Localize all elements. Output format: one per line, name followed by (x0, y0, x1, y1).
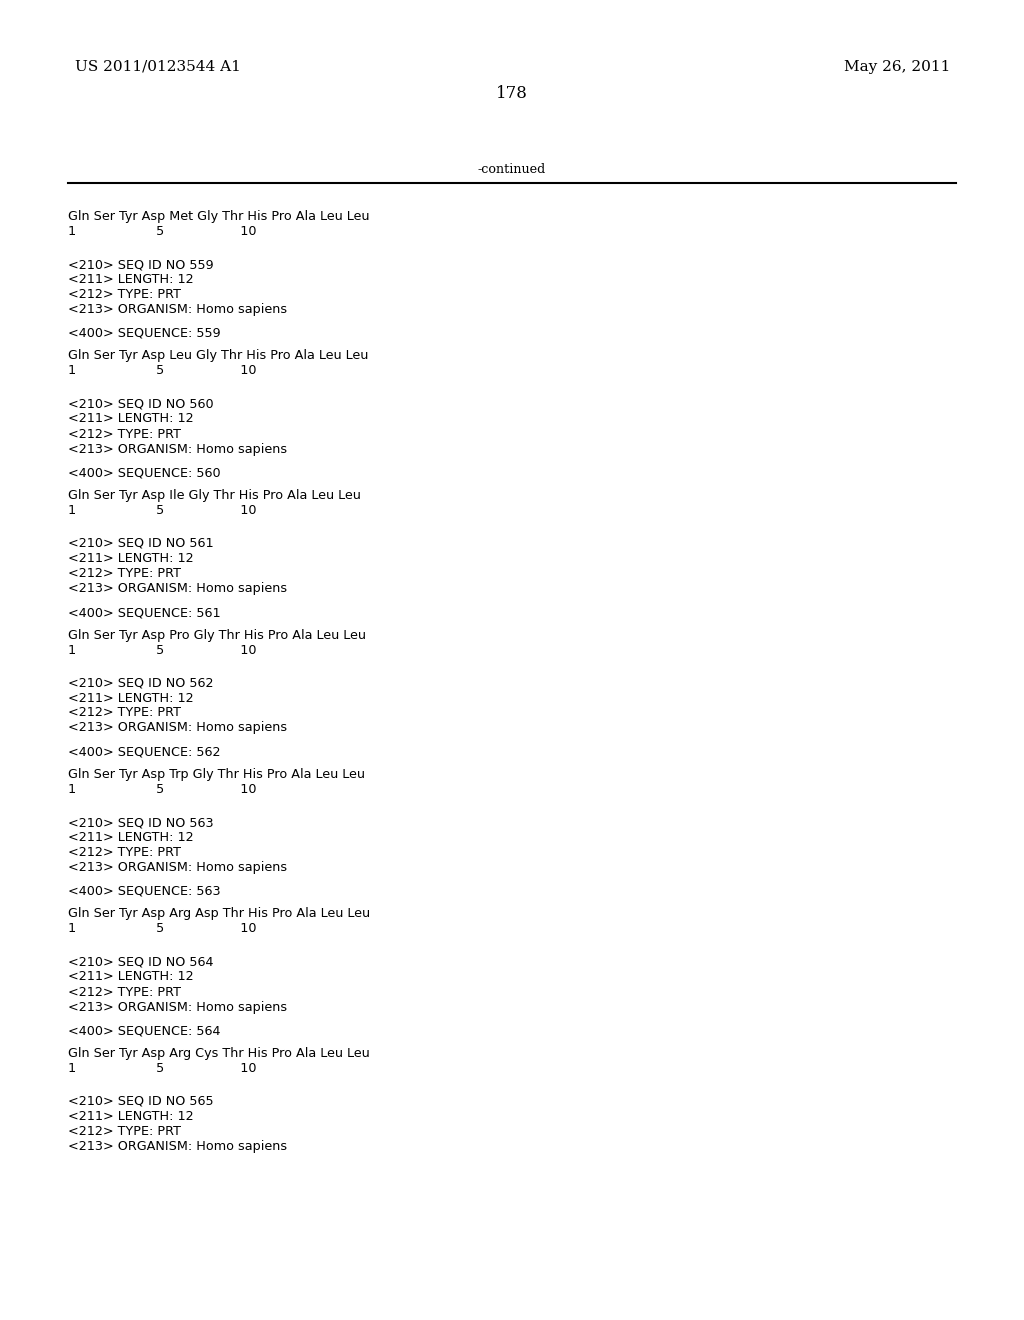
Text: <211> LENGTH: 12: <211> LENGTH: 12 (68, 692, 194, 705)
Text: <213> ORGANISM: Homo sapiens: <213> ORGANISM: Homo sapiens (68, 861, 287, 874)
Text: <211> LENGTH: 12: <211> LENGTH: 12 (68, 1110, 194, 1123)
Text: Gln Ser Tyr Asp Trp Gly Thr His Pro Ala Leu Leu: Gln Ser Tyr Asp Trp Gly Thr His Pro Ala … (68, 768, 365, 781)
Text: <400> SEQUENCE: 562: <400> SEQUENCE: 562 (68, 746, 220, 759)
Text: <213> ORGANISM: Homo sapiens: <213> ORGANISM: Homo sapiens (68, 582, 287, 595)
Text: 178: 178 (496, 84, 528, 102)
Text: Gln Ser Tyr Asp Arg Cys Thr His Pro Ala Leu Leu: Gln Ser Tyr Asp Arg Cys Thr His Pro Ala … (68, 1047, 370, 1060)
Text: <210> SEQ ID NO 563: <210> SEQ ID NO 563 (68, 816, 214, 829)
Text: 1                    5                   10: 1 5 10 (68, 644, 256, 656)
Text: 1                    5                   10: 1 5 10 (68, 224, 256, 238)
Text: Gln Ser Tyr Asp Pro Gly Thr His Pro Ala Leu Leu: Gln Ser Tyr Asp Pro Gly Thr His Pro Ala … (68, 628, 366, 642)
Text: <212> TYPE: PRT: <212> TYPE: PRT (68, 706, 181, 719)
Text: Gln Ser Tyr Asp Ile Gly Thr His Pro Ala Leu Leu: Gln Ser Tyr Asp Ile Gly Thr His Pro Ala … (68, 488, 360, 502)
Text: <212> TYPE: PRT: <212> TYPE: PRT (68, 986, 181, 998)
Text: <211> LENGTH: 12: <211> LENGTH: 12 (68, 832, 194, 843)
Text: <213> ORGANISM: Homo sapiens: <213> ORGANISM: Homo sapiens (68, 304, 287, 315)
Text: <212> TYPE: PRT: <212> TYPE: PRT (68, 428, 181, 441)
Text: <400> SEQUENCE: 561: <400> SEQUENCE: 561 (68, 606, 220, 619)
Text: <212> TYPE: PRT: <212> TYPE: PRT (68, 1125, 181, 1138)
Text: <210> SEQ ID NO 561: <210> SEQ ID NO 561 (68, 537, 214, 550)
Text: 1                    5                   10: 1 5 10 (68, 1063, 256, 1074)
Text: <212> TYPE: PRT: <212> TYPE: PRT (68, 288, 181, 301)
Text: US 2011/0123544 A1: US 2011/0123544 A1 (75, 59, 241, 74)
Text: <212> TYPE: PRT: <212> TYPE: PRT (68, 568, 181, 579)
Text: Gln Ser Tyr Asp Leu Gly Thr His Pro Ala Leu Leu: Gln Ser Tyr Asp Leu Gly Thr His Pro Ala … (68, 350, 369, 363)
Text: <213> ORGANISM: Homo sapiens: <213> ORGANISM: Homo sapiens (68, 722, 287, 734)
Text: <210> SEQ ID NO 564: <210> SEQ ID NO 564 (68, 956, 213, 969)
Text: <212> TYPE: PRT: <212> TYPE: PRT (68, 846, 181, 859)
Text: <400> SEQUENCE: 563: <400> SEQUENCE: 563 (68, 884, 220, 898)
Text: <210> SEQ ID NO 562: <210> SEQ ID NO 562 (68, 676, 213, 689)
Text: <213> ORGANISM: Homo sapiens: <213> ORGANISM: Homo sapiens (68, 1140, 287, 1152)
Text: 1                    5                   10: 1 5 10 (68, 504, 256, 517)
Text: <211> LENGTH: 12: <211> LENGTH: 12 (68, 970, 194, 983)
Text: <211> LENGTH: 12: <211> LENGTH: 12 (68, 552, 194, 565)
Text: 1                    5                   10: 1 5 10 (68, 783, 256, 796)
Text: <400> SEQUENCE: 559: <400> SEQUENCE: 559 (68, 327, 220, 341)
Text: Gln Ser Tyr Asp Met Gly Thr His Pro Ala Leu Leu: Gln Ser Tyr Asp Met Gly Thr His Pro Ala … (68, 210, 370, 223)
Text: <211> LENGTH: 12: <211> LENGTH: 12 (68, 412, 194, 425)
Text: <210> SEQ ID NO 560: <210> SEQ ID NO 560 (68, 397, 214, 411)
Text: <210> SEQ ID NO 559: <210> SEQ ID NO 559 (68, 257, 214, 271)
Text: -continued: -continued (478, 162, 546, 176)
Text: <210> SEQ ID NO 565: <210> SEQ ID NO 565 (68, 1096, 214, 1107)
Text: May 26, 2011: May 26, 2011 (844, 59, 950, 74)
Text: <213> ORGANISM: Homo sapiens: <213> ORGANISM: Homo sapiens (68, 442, 287, 455)
Text: 1                    5                   10: 1 5 10 (68, 923, 256, 936)
Text: 1                    5                   10: 1 5 10 (68, 364, 256, 378)
Text: <400> SEQUENCE: 564: <400> SEQUENCE: 564 (68, 1024, 220, 1038)
Text: <213> ORGANISM: Homo sapiens: <213> ORGANISM: Homo sapiens (68, 1001, 287, 1014)
Text: <211> LENGTH: 12: <211> LENGTH: 12 (68, 273, 194, 286)
Text: <400> SEQUENCE: 560: <400> SEQUENCE: 560 (68, 466, 220, 479)
Text: Gln Ser Tyr Asp Arg Asp Thr His Pro Ala Leu Leu: Gln Ser Tyr Asp Arg Asp Thr His Pro Ala … (68, 908, 370, 920)
